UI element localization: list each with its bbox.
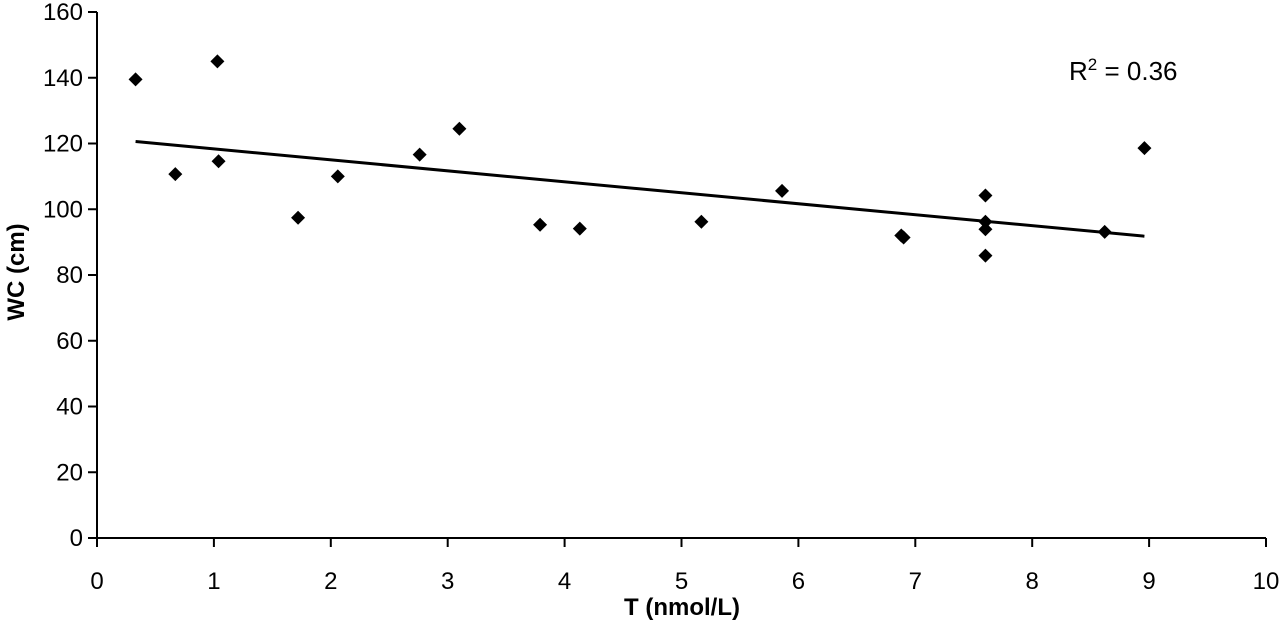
y-tick-label: 0: [70, 525, 83, 552]
data-point: [1137, 141, 1152, 156]
r-squared-base: R: [1069, 56, 1088, 86]
x-tick-label: 7: [909, 568, 922, 595]
y-tick-label: 160: [43, 0, 83, 26]
x-tick-label: 10: [1253, 568, 1280, 595]
x-tick-label: 6: [792, 568, 805, 595]
data-point: [533, 217, 548, 232]
y-tick-label: 60: [56, 328, 83, 355]
data-point: [978, 188, 993, 203]
x-axis-title: T (nmol/L): [624, 594, 740, 621]
x-tick-label: 8: [1026, 568, 1039, 595]
r-squared-superscript: 2: [1088, 55, 1097, 74]
data-point: [452, 121, 467, 136]
r-squared-value: = 0.36: [1097, 56, 1177, 86]
x-tick-label: 5: [675, 568, 688, 595]
x-tick-label: 2: [324, 568, 337, 595]
data-point: [291, 210, 306, 225]
x-tick-label: 3: [441, 568, 454, 595]
y-tick-label: 80: [56, 262, 83, 289]
x-axis: 0 1 2 3 4 5 6 7 8 9 10: [90, 537, 1280, 595]
y-tick-label: 100: [43, 196, 83, 223]
y-tick-label: 20: [56, 459, 83, 486]
data-point: [330, 169, 345, 184]
x-tick-label: 4: [558, 568, 571, 595]
data-point: [168, 167, 183, 182]
trendline: [135, 140, 1145, 238]
data-point: [572, 221, 587, 236]
data-point: [978, 222, 993, 237]
x-tick-label: 9: [1142, 568, 1155, 595]
r-squared-annotation: R2 = 0.36: [1069, 55, 1177, 86]
y-tick-label: 40: [56, 394, 83, 421]
y-axis: 0 20 40 60 80 100 120 140 160: [43, 0, 98, 552]
data-point: [1097, 224, 1112, 239]
data-points: [128, 54, 1152, 263]
data-point: [210, 54, 225, 69]
y-axis-title: WC (cm): [3, 223, 30, 320]
data-point: [775, 183, 790, 198]
x-tick-label: 0: [90, 568, 103, 595]
data-point: [412, 147, 427, 162]
y-tick-label: 140: [43, 65, 83, 92]
data-point: [694, 214, 709, 229]
data-point: [128, 72, 143, 87]
data-point: [211, 154, 226, 169]
data-point: [896, 230, 911, 245]
data-point: [978, 214, 993, 229]
x-tick-label: 1: [207, 568, 220, 595]
y-tick-label: 120: [43, 131, 83, 158]
data-point: [978, 248, 993, 263]
trendline-layer: [135, 140, 1145, 238]
